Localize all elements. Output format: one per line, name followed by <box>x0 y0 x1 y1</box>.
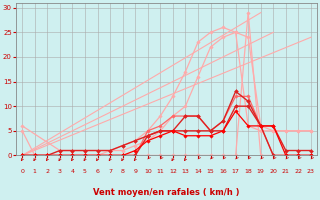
X-axis label: Vent moyen/en rafales ( km/h ): Vent moyen/en rafales ( km/h ) <box>93 188 240 197</box>
